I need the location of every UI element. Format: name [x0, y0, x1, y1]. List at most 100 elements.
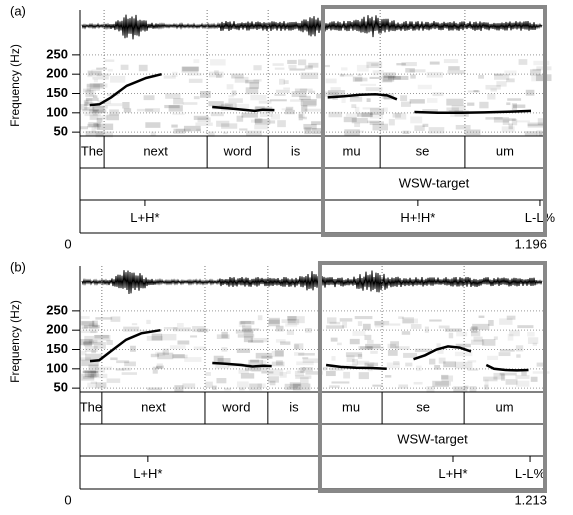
spectrogram-texture [231, 90, 237, 96]
spectrogram-texture [287, 387, 296, 390]
spectrogram-texture [324, 91, 339, 97]
spectrogram-texture [243, 328, 260, 331]
spectrogram-texture [147, 387, 162, 391]
spectrogram-texture [208, 71, 224, 78]
spectrogram-texture [85, 130, 104, 137]
spectrogram-texture [496, 81, 507, 87]
spectrogram-texture [106, 114, 119, 121]
spectrogram-texture [93, 83, 108, 88]
word-label: se [416, 399, 430, 414]
spectrogram-texture [343, 116, 357, 123]
spectrogram-texture [80, 320, 95, 325]
spectrogram-texture [89, 114, 99, 121]
spectrogram-texture [81, 326, 88, 330]
spectrogram-texture [398, 384, 409, 389]
spectrogram-texture [354, 316, 373, 320]
spectrogram-texture [82, 341, 95, 345]
spectrogram-texture [95, 382, 107, 389]
spectrogram-texture [341, 98, 346, 103]
target-box [320, 5, 547, 237]
spectrogram-texture [226, 84, 234, 90]
spectrogram-texture [470, 330, 481, 337]
x-tick-label: 0 [64, 236, 71, 251]
spectrogram-texture [504, 70, 517, 76]
spectrogram-texture [175, 128, 191, 132]
spectrogram-texture [413, 381, 423, 385]
spectrogram-texture [324, 64, 330, 68]
spectrogram-texture [352, 331, 366, 336]
word-label: The [81, 143, 103, 158]
spectrogram-texture [287, 316, 297, 321]
spectrogram-texture [498, 352, 511, 357]
spectrogram-texture [150, 131, 156, 136]
spectrogram-texture [261, 360, 267, 365]
spectrogram-texture [381, 75, 393, 83]
spectrogram-texture [303, 123, 317, 130]
spectrogram-texture [516, 120, 530, 123]
spectrogram-texture [287, 316, 305, 324]
spectrogram-texture [328, 111, 343, 118]
spectrogram-texture [366, 346, 385, 350]
spectrogram-texture [367, 339, 374, 344]
spectrogram-texture [94, 123, 100, 130]
spectrogram-texture [329, 321, 341, 325]
spectrogram-texture [532, 371, 550, 374]
spectrogram-texture [240, 320, 251, 324]
spectrogram-texture [364, 334, 372, 340]
spectrogram-texture [294, 352, 305, 356]
spectrogram-texture [502, 118, 510, 125]
spectrogram-texture [392, 75, 409, 80]
spectrogram-texture [357, 112, 373, 117]
spectrogram-texture [539, 131, 546, 136]
spectrogram-texture [388, 118, 395, 126]
spectrogram-texture [90, 371, 96, 377]
spectrogram-texture [85, 353, 103, 361]
spectrogram-texture [228, 98, 243, 103]
spectrogram-texture [516, 354, 521, 358]
spectrogram-texture [88, 364, 99, 371]
spectrogram-texture [369, 362, 375, 365]
spectrogram-texture [332, 97, 338, 100]
spectrogram-texture [527, 124, 545, 128]
y-tick-label: 50 [54, 380, 68, 395]
spectrogram-texture [298, 59, 307, 66]
spectrogram-texture [448, 66, 460, 71]
spectrogram-texture [365, 87, 383, 92]
tone-label: H+!H* [400, 210, 435, 225]
spectrogram-texture [387, 349, 398, 356]
spectrogram-texture [234, 76, 249, 83]
spectrogram-texture [110, 316, 121, 322]
spectrogram-texture [139, 329, 147, 333]
spectrogram-texture [401, 62, 417, 67]
spectrogram-texture [438, 325, 450, 329]
spectrogram-texture [286, 329, 295, 335]
spectrogram-texture [217, 358, 231, 364]
spectrogram-texture [236, 115, 244, 122]
spectrogram-texture [110, 357, 118, 361]
spectrogram-texture [258, 100, 272, 104]
spectrogram-texture [275, 325, 284, 332]
spectrogram-texture [352, 358, 358, 366]
spectrogram-texture [261, 355, 273, 359]
spectrogram-texture [517, 325, 534, 329]
spectrogram-texture [130, 345, 136, 352]
spectrogram-texture [80, 357, 91, 361]
spectrogram-texture [511, 103, 518, 110]
spectrogram-texture [536, 130, 543, 136]
spectrogram-texture [150, 353, 160, 358]
spectrogram-texture [530, 69, 541, 76]
spectrogram-texture [305, 128, 311, 132]
spectrogram-texture [146, 319, 151, 325]
spectrogram-texture [288, 385, 299, 389]
spectrogram-texture [277, 120, 286, 128]
spectrogram-texture [398, 316, 404, 319]
spectrogram-texture [432, 380, 449, 388]
spectrogram-texture [193, 346, 207, 350]
spectrogram-texture [533, 60, 550, 66]
spectrogram-texture [386, 362, 400, 369]
spectrogram-texture [312, 128, 323, 135]
spectrogram-texture [172, 354, 185, 359]
spectrogram-texture [361, 112, 373, 118]
spectrogram-texture [235, 329, 254, 334]
